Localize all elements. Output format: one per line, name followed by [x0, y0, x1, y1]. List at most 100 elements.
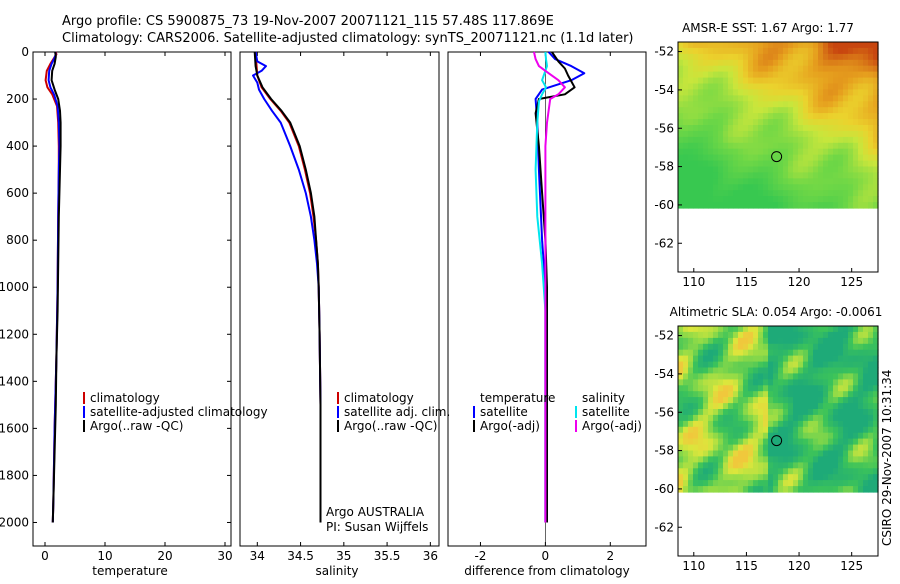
map-cell [708, 83, 714, 90]
map-cell [748, 409, 754, 416]
map-cell [703, 367, 709, 374]
series-line [534, 51, 548, 523]
map-cell [783, 331, 789, 339]
map-cell [868, 142, 874, 150]
map-cell [728, 391, 734, 398]
map-cell [868, 65, 874, 73]
map-cell [863, 47, 869, 55]
map-cell [798, 83, 804, 90]
map-cell [693, 462, 699, 469]
map-cell [698, 172, 704, 179]
map-cell [733, 486, 739, 493]
map-cell [773, 468, 779, 475]
map-cell [763, 172, 769, 179]
map-cell [848, 148, 854, 156]
map-cell [703, 71, 709, 79]
map-cell [688, 89, 694, 96]
map-cell [778, 136, 784, 144]
map-cell [753, 456, 759, 463]
map-cell [868, 450, 874, 457]
map-cell [868, 184, 874, 191]
map-cell [873, 326, 879, 333]
map-cell [868, 409, 874, 416]
legend-label: satellite [480, 405, 528, 419]
map-cell [743, 83, 749, 90]
map-cell [683, 53, 689, 61]
map-cell [743, 474, 749, 481]
map-cell [843, 59, 849, 67]
map-cell [808, 184, 814, 191]
map-cell [788, 355, 794, 363]
map-cell [763, 184, 769, 191]
map-cell [763, 166, 769, 173]
map-cell [873, 113, 879, 120]
map-cell [748, 426, 754, 434]
map-cell [768, 426, 774, 434]
map-cell [768, 409, 774, 416]
map-cell [738, 71, 744, 79]
map-cell [688, 414, 694, 422]
map-cell [683, 409, 689, 416]
map-cell [778, 71, 784, 79]
map-cell [698, 343, 704, 351]
map-cell [818, 178, 824, 185]
map-cell [693, 444, 699, 452]
map-cell [738, 160, 744, 168]
map-cell [818, 326, 824, 333]
map-cell [728, 107, 734, 114]
map-cell [773, 391, 779, 398]
map-cell [783, 53, 789, 61]
map-cell [803, 65, 809, 73]
map-cell [738, 65, 744, 73]
map-cell [873, 196, 879, 203]
map-cell [743, 184, 749, 191]
map-cell [828, 107, 834, 114]
map-cell [773, 438, 779, 446]
map-cell [843, 438, 849, 446]
map-cell [718, 107, 724, 114]
map-cell [693, 77, 699, 85]
map-cell [868, 148, 874, 156]
map-cell [733, 337, 739, 345]
map-cell [713, 438, 719, 446]
map-cell [808, 403, 814, 410]
map-cell [873, 178, 879, 185]
map-cell [698, 107, 704, 114]
map-cell [853, 89, 859, 96]
map-cell [778, 391, 784, 398]
map-cell [793, 474, 799, 481]
map-cell [753, 432, 759, 440]
map-cell [688, 438, 694, 446]
map-cell [793, 468, 799, 475]
map-cell [738, 89, 744, 96]
map-cell [788, 190, 794, 197]
map-cell [758, 361, 764, 369]
map-cell [823, 361, 829, 369]
map-cell [743, 77, 749, 85]
map-cell [753, 355, 759, 363]
map-cell [803, 420, 809, 428]
map-x-tick-label: 110 [682, 275, 705, 289]
map-cell [743, 196, 749, 203]
map-cell [683, 397, 689, 404]
map-cell [723, 414, 729, 422]
map-cell [693, 373, 699, 380]
map-cell [753, 119, 759, 126]
x-tick-label: 34 [250, 549, 265, 563]
map-y-tick-label: -62 [654, 236, 674, 250]
map-cell [858, 337, 864, 345]
map-cell [758, 420, 764, 428]
map-cell [683, 71, 689, 79]
map-cell [773, 326, 779, 333]
map-cell [733, 125, 739, 132]
map-cell [708, 184, 714, 191]
map-cell [683, 101, 689, 108]
map-cell [728, 367, 734, 374]
map-cell [858, 196, 864, 203]
map-cell [698, 326, 704, 333]
map-cell [798, 367, 804, 374]
map-cell [678, 355, 684, 363]
map-cell [748, 42, 754, 49]
map-cell [808, 101, 814, 108]
map-cell [803, 190, 809, 197]
